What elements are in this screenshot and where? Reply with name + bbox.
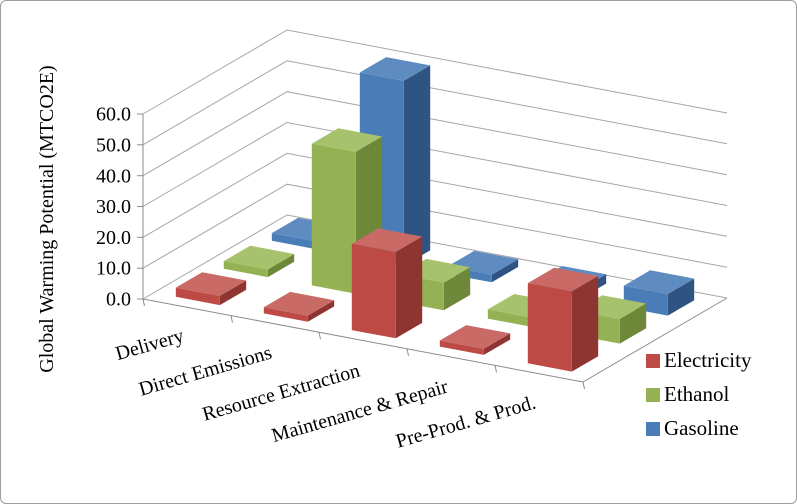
bar-electricity-resource-extraction xyxy=(351,228,423,339)
bar-electricity-maintenance-repair xyxy=(439,325,511,355)
y-tick-label-0: 0.0 xyxy=(106,289,131,311)
legend-swatch-electricity xyxy=(646,354,660,368)
legend-swatch-gasoline xyxy=(646,422,660,436)
bar-electricity-direct-emissions xyxy=(263,291,335,322)
legend-label-electricity: Electricity xyxy=(664,348,752,372)
bar-electricity-delivery xyxy=(175,272,247,306)
legend: Electricity Ethanol Gasoline xyxy=(646,348,752,440)
y-tick-label-10: 10.0 xyxy=(96,258,131,280)
y-tick-label-40: 40.0 xyxy=(96,165,131,187)
legend-item-electricity: Electricity xyxy=(646,348,752,372)
y-tick-label-30: 30.0 xyxy=(96,196,131,218)
y-tick-label-60: 60.0 xyxy=(96,104,131,126)
category-label-delivery: Delivery xyxy=(113,325,186,365)
legend-swatch-ethanol xyxy=(646,388,660,402)
legend-label-ethanol: Ethanol xyxy=(664,382,729,406)
axes-layer xyxy=(137,113,728,390)
legend-label-gasoline: Gasoline xyxy=(664,416,739,440)
bars-layer xyxy=(175,57,695,372)
y-axis-title: Global Warming Potential (MTCO2E) xyxy=(36,65,58,372)
y-tick-label-20: 20.0 xyxy=(96,227,131,249)
bar-ethanol-delivery xyxy=(223,245,295,278)
grid-layer xyxy=(142,29,728,300)
y-tick-label-50: 50.0 xyxy=(96,134,131,156)
legend-item-gasoline: Gasoline xyxy=(646,416,739,440)
y-tick-labels: 0.0 10.0 20.0 30.0 40.0 50.0 60.0 xyxy=(96,104,131,311)
legend-item-ethanol: Ethanol xyxy=(646,382,729,406)
bar-electricity-pre-prod-prod xyxy=(527,267,599,372)
